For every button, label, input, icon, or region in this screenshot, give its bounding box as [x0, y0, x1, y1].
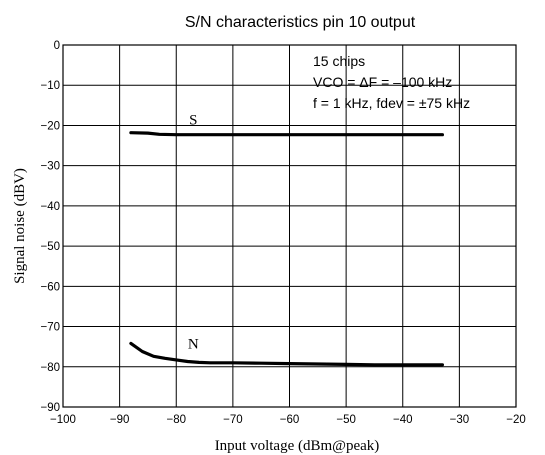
tick-labels: −100 −90 −80 −70 −60 −50 −40 −30 −200−10−20−30−4…	[40, 40, 525, 426]
grid	[62, 44, 517, 408]
y-tick-label: −30	[40, 161, 60, 173]
x-axis-label: Input voltage (dBm@peak)	[215, 438, 380, 454]
y-tick-label: −10	[40, 80, 60, 92]
series: SN	[129, 113, 444, 367]
y-tick-label: −90	[40, 402, 60, 414]
x-tick-label: −60	[280, 414, 300, 426]
annotation-line-chips: 15 chips	[313, 53, 365, 69]
x-tick-label: −90	[110, 414, 130, 426]
series-line-n	[129, 341, 444, 367]
series-label-n: N	[188, 337, 199, 353]
x-tick-label: −80	[166, 414, 186, 426]
chart-title: S/N characteristics pin 10 output	[185, 14, 416, 31]
y-tick-label: −20	[40, 120, 60, 132]
y-tick-label: −70	[40, 322, 60, 334]
y-tick-label: −50	[40, 241, 60, 253]
series-line-s	[129, 131, 444, 137]
plot-frame	[62, 44, 517, 408]
x-tick-label: −40	[393, 414, 413, 426]
annotation-line-fdev: f = 1 kHz, fdev = ±75 kHz	[313, 95, 470, 111]
x-tick-label: −20	[506, 414, 526, 426]
y-tick-label: −60	[40, 281, 60, 293]
x-tick-label: −100	[50, 414, 76, 426]
y-axis-label: Signal noise (dBV)	[12, 168, 28, 284]
x-tick-label: −70	[223, 414, 243, 426]
series-label-s: S	[189, 113, 197, 129]
x-tick-label: −30	[450, 414, 470, 426]
x-tick-label: −50	[336, 414, 356, 426]
y-tick-label: −40	[40, 201, 60, 213]
y-tick-label: 0	[54, 40, 60, 52]
annotation-line-vco: VCO = ΔF = –100 kHz	[313, 74, 452, 90]
y-tick-label: −80	[40, 362, 60, 374]
